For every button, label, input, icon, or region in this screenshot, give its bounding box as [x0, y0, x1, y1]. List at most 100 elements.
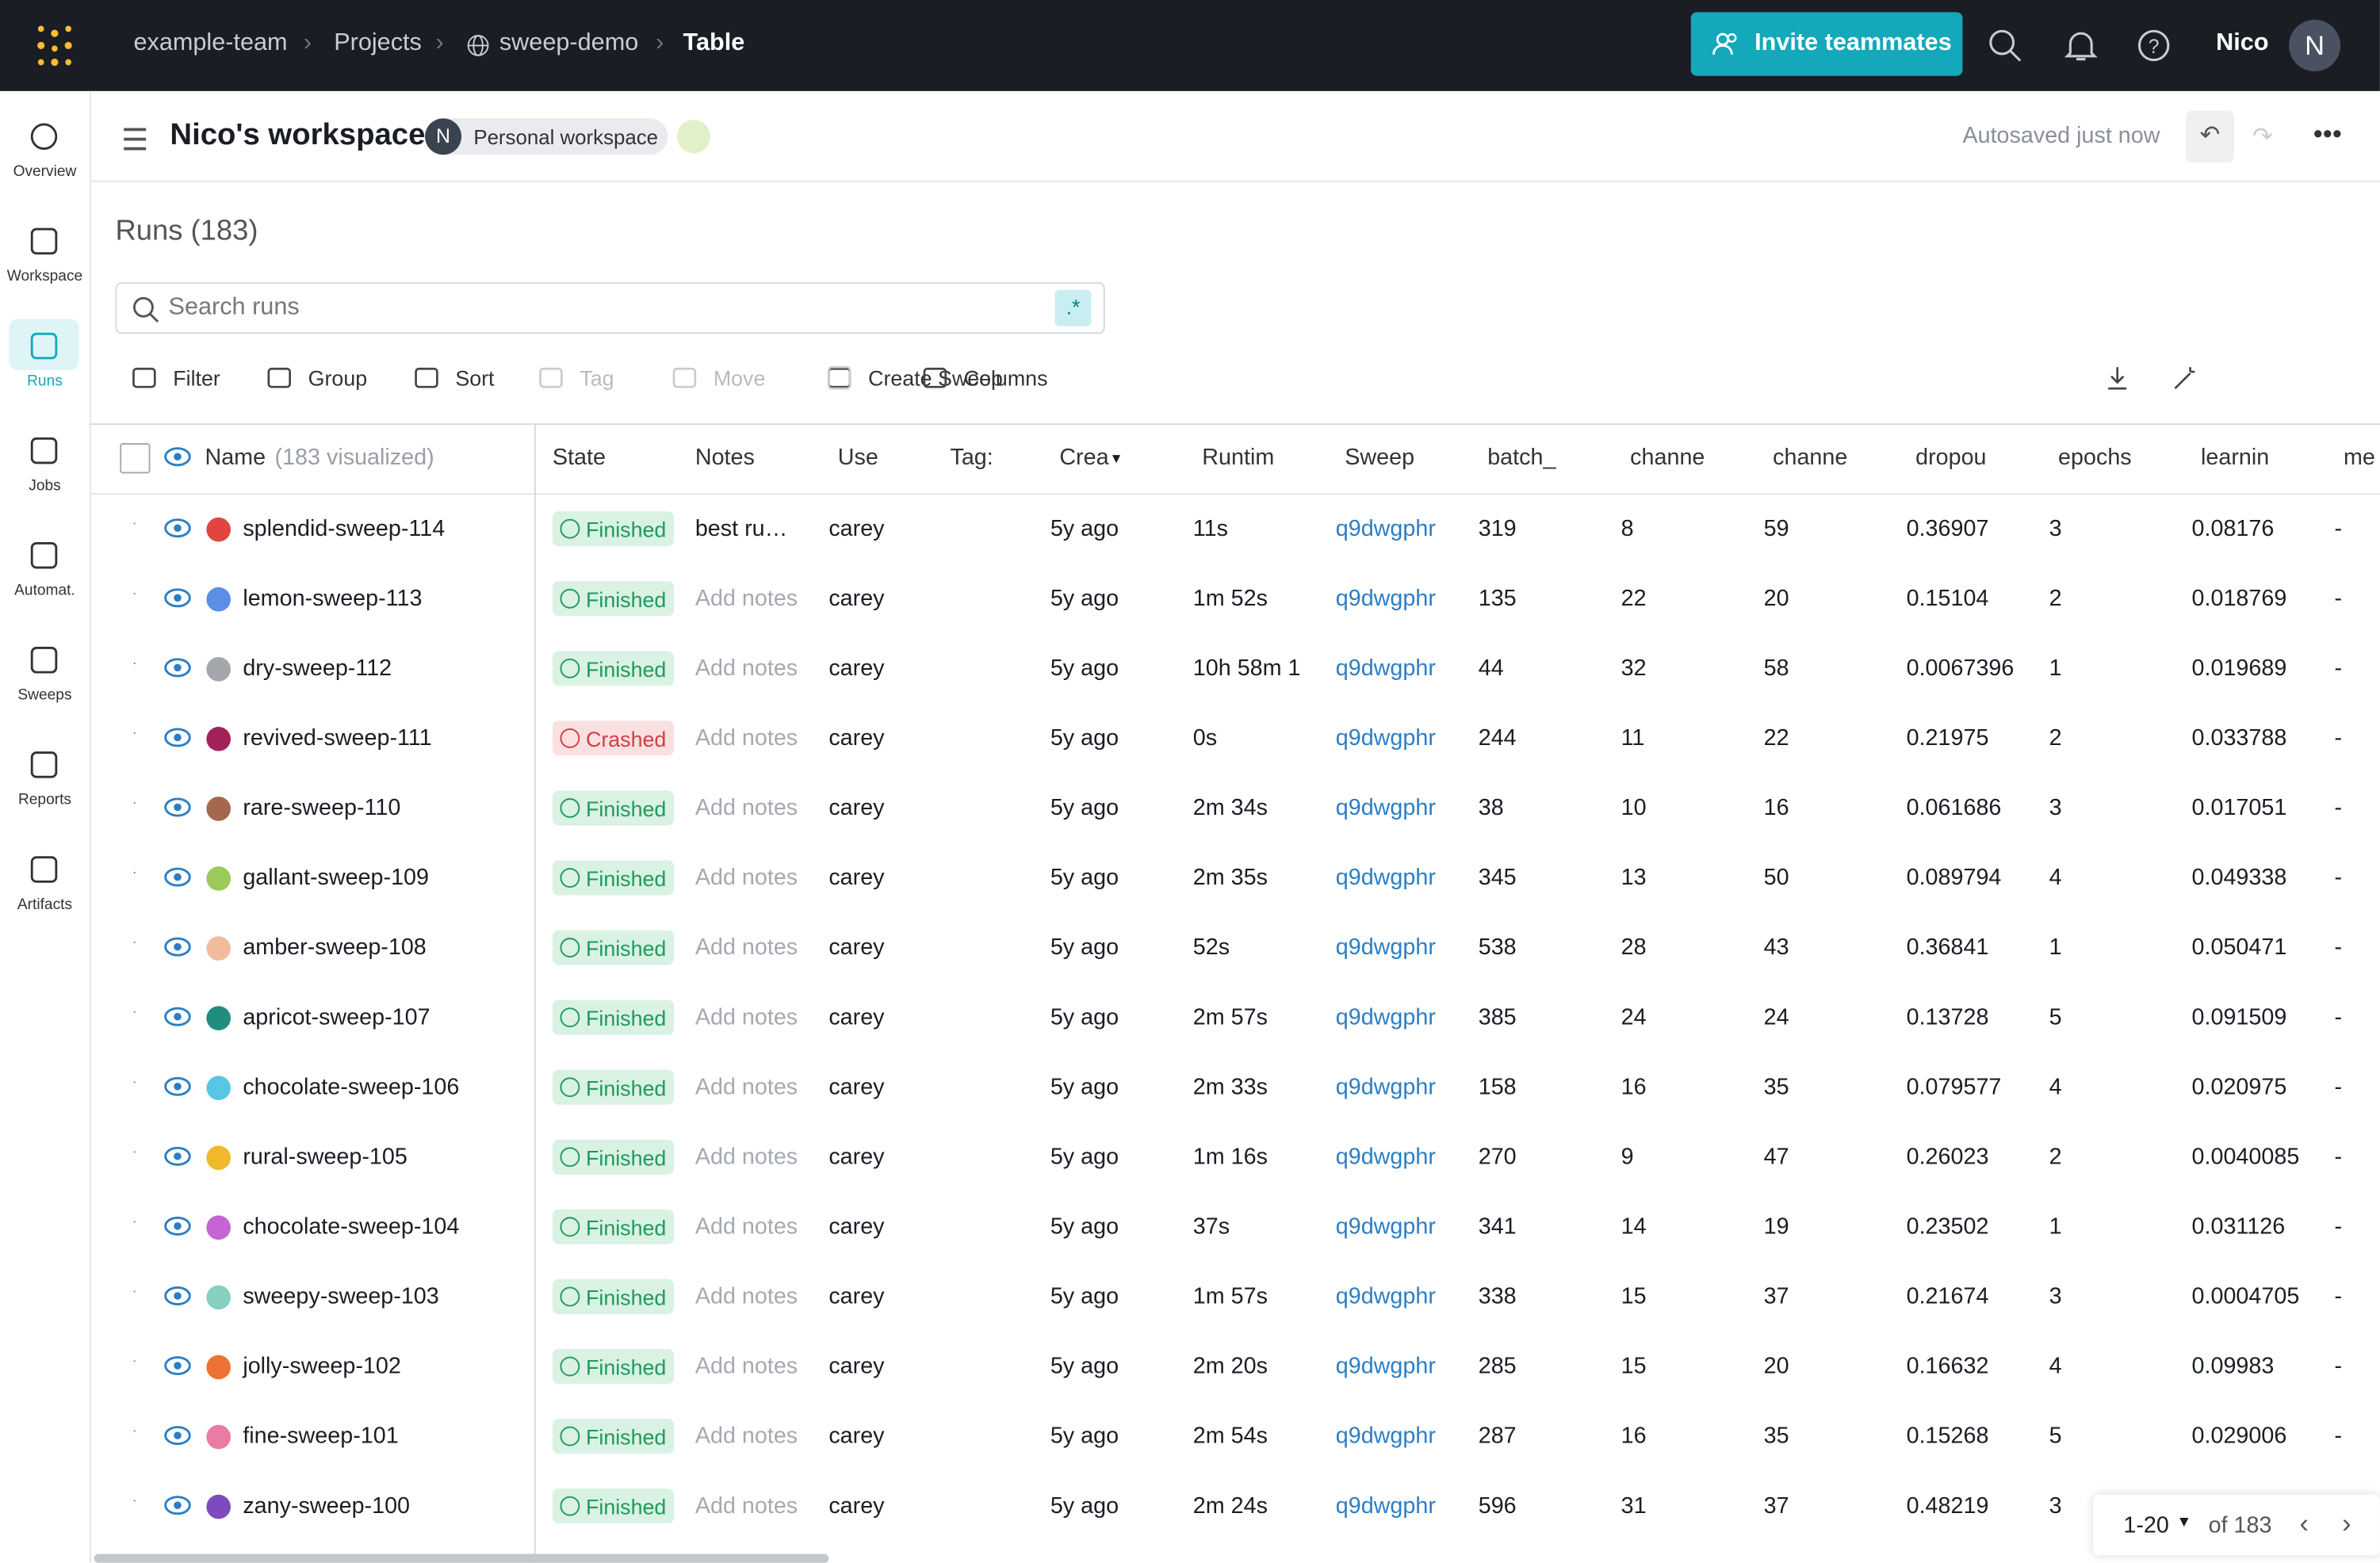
user-avatar[interactable]: N	[2289, 19, 2341, 71]
badge-icon[interactable]	[676, 120, 710, 154]
cell[interactable]: Add notes	[694, 865, 798, 891]
search-icon[interactable]	[1988, 29, 2022, 62]
redo[interactable]: ↷	[2252, 124, 2273, 151]
column-header[interactable]: me	[2343, 444, 2375, 471]
menu-icon[interactable]: ☰	[121, 124, 149, 159]
cell[interactable]: Add notes	[694, 795, 798, 821]
user-name[interactable]: Nico	[2216, 30, 2269, 56]
run-name[interactable]: lemon-sweep-113	[243, 585, 423, 612]
cell[interactable]: q9dwgphr	[1335, 585, 1436, 612]
sidebar-item[interactable]: Sweeps	[17, 687, 72, 705]
cell[interactable]: q9dwgphr	[1335, 1492, 1436, 1519]
cell[interactable]: Add notes	[694, 725, 798, 751]
cell[interactable]: Add notes	[694, 934, 798, 961]
run-name[interactable]: rare-sweep-110	[243, 795, 401, 821]
toolbar-button[interactable]: Group	[308, 365, 368, 391]
run-color	[206, 1145, 231, 1171]
undo[interactable]: ↶	[2185, 110, 2235, 162]
sidebar-item[interactable]: Runs	[27, 373, 63, 391]
select-all[interactable]	[120, 443, 151, 474]
column-header[interactable]: dropou	[1915, 444, 1987, 471]
regex-toggle[interactable]: .*	[1054, 289, 1092, 327]
cell: 0.36907	[1906, 515, 1989, 542]
run-name[interactable]: fine-sweep-101	[243, 1423, 399, 1450]
sidebar-item[interactable]: Workspace	[6, 268, 83, 285]
run-name[interactable]: revived-sweep-111	[243, 725, 432, 751]
cell[interactable]: q9dwgphr	[1335, 1283, 1436, 1310]
search-box[interactable]: Search runs .*	[115, 282, 1105, 334]
prev-page[interactable]: ‹	[2299, 1508, 2309, 1539]
column-header[interactable]: Use	[837, 444, 878, 471]
run-name[interactable]: zany-sweep-100	[243, 1492, 411, 1519]
cell[interactable]: q9dwgphr	[1335, 655, 1436, 682]
column-header[interactable]: epochs	[2058, 444, 2132, 471]
run-name[interactable]: jolly-sweep-102	[243, 1353, 401, 1380]
column-header[interactable]: learnin	[2201, 444, 2270, 471]
run-name[interactable]: splendid-sweep-114	[243, 515, 446, 542]
breadcrumb[interactable]: sweep-demo	[499, 30, 639, 56]
cell[interactable]: q9dwgphr	[1335, 934, 1436, 961]
toolbar-button[interactable]: Tag	[580, 365, 614, 391]
toolbar-button[interactable]: Move	[713, 365, 766, 391]
sidebar-item[interactable]: Jobs	[29, 478, 61, 495]
cell[interactable]: q9dwgphr	[1335, 1144, 1436, 1171]
next-page[interactable]: ›	[2342, 1508, 2351, 1539]
run-name[interactable]: chocolate-sweep-106	[243, 1074, 460, 1101]
cell[interactable]: q9dwgphr	[1335, 865, 1436, 891]
column-header[interactable]: State	[552, 444, 606, 471]
run-name[interactable]: gallant-sweep-109	[243, 865, 429, 891]
run-name[interactable]: apricot-sweep-107	[243, 1004, 430, 1030]
cell[interactable]: Add notes	[694, 1423, 798, 1450]
cell[interactable]: Add notes	[694, 585, 798, 612]
toolbar-button[interactable]: Columns	[963, 365, 1048, 391]
icon	[164, 1145, 191, 1174]
sidebar-item[interactable]: Automat.	[14, 583, 75, 600]
cell[interactable]: q9dwgphr	[1335, 1353, 1436, 1380]
run-name[interactable]: amber-sweep-108	[243, 934, 427, 961]
column-header[interactable]: Notes	[694, 444, 755, 471]
cell[interactable]: Add notes	[694, 1144, 798, 1171]
help-icon[interactable]: ?	[2137, 29, 2171, 62]
cell[interactable]: Add notes	[694, 1074, 798, 1101]
cell[interactable]: q9dwgphr	[1335, 1423, 1436, 1450]
breadcrumb[interactable]: example-team	[133, 30, 288, 56]
toolbar-button[interactable]: Filter	[173, 365, 220, 391]
scrollbar[interactable]	[94, 1553, 829, 1563]
cell[interactable]: best ru…	[694, 515, 788, 542]
column-header[interactable]: channe	[1630, 444, 1705, 471]
invite-button[interactable]: Invite teammates	[1690, 12, 1963, 76]
cell[interactable]: q9dwgphr	[1335, 1074, 1436, 1101]
run-name[interactable]: chocolate-sweep-104	[243, 1213, 460, 1240]
cell[interactable]: q9dwgphr	[1335, 725, 1436, 751]
cell: 0.091509	[2191, 1004, 2287, 1030]
cell[interactable]: Add notes	[694, 1353, 798, 1380]
cell[interactable]: Add notes	[694, 1213, 798, 1240]
column-header[interactable]: Tag:	[950, 444, 993, 471]
cell[interactable]: q9dwgphr	[1335, 795, 1436, 821]
sidebar-item[interactable]: Overview	[13, 163, 77, 181]
bell-icon[interactable]	[2064, 29, 2098, 62]
breadcrumb[interactable]: Projects	[334, 30, 422, 56]
run-name[interactable]: rural-sweep-105	[243, 1144, 408, 1171]
more[interactable]: •••	[2313, 118, 2342, 149]
cell[interactable]: q9dwgphr	[1335, 515, 1436, 542]
cell[interactable]: q9dwgphr	[1335, 1213, 1436, 1240]
column-header[interactable]: Sweep	[1345, 444, 1415, 471]
sidebar-item[interactable]: Reports	[17, 792, 71, 809]
cell[interactable]: Add notes	[694, 1004, 798, 1030]
run-name[interactable]: sweepy-sweep-103	[243, 1283, 439, 1310]
cell[interactable]: Add notes	[694, 655, 798, 682]
page-range[interactable]: 1-20	[2123, 1512, 2169, 1539]
column-header[interactable]: batch_	[1487, 444, 1556, 471]
column-header[interactable]: Crea	[1059, 444, 1109, 471]
run-name[interactable]: dry-sweep-112	[243, 655, 392, 682]
column-header[interactable]: Runtim	[1202, 444, 1275, 471]
toolbar-button[interactable]: Sort	[455, 365, 495, 391]
cell[interactable]: Add notes	[694, 1492, 798, 1519]
cell[interactable]: q9dwgphr	[1335, 1004, 1436, 1030]
state: Finished	[585, 866, 667, 891]
column-header[interactable]: channe	[1773, 444, 1848, 471]
cell[interactable]: Add notes	[694, 1283, 798, 1310]
pagination: 1-20 ▼ of 183 ‹ ›	[2093, 1494, 2380, 1556]
sidebar-item[interactable]: Artifacts	[17, 896, 73, 914]
